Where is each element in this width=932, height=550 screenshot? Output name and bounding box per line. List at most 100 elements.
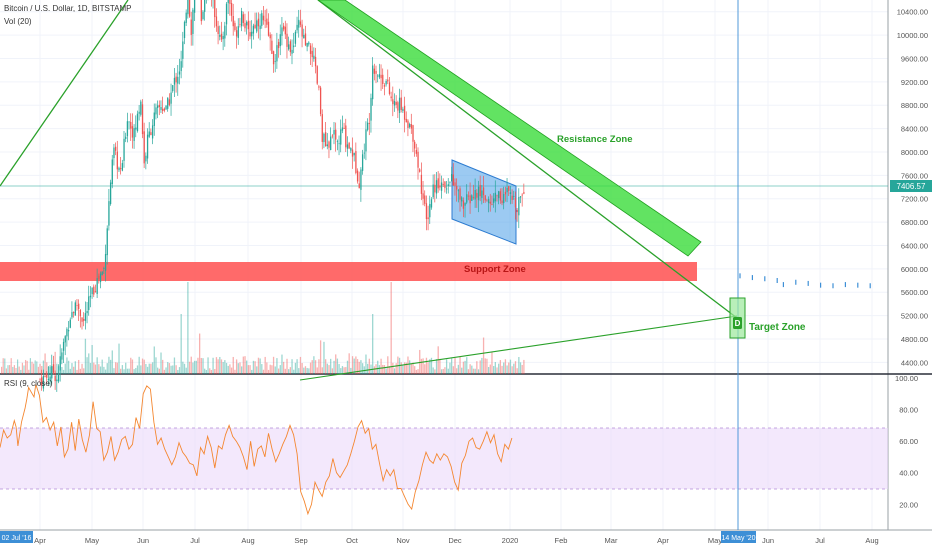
- candle-body: [387, 79, 389, 82]
- candle-body: [146, 134, 149, 159]
- rsi-tick-label: 100.00: [895, 374, 918, 383]
- volume-bar: [420, 358, 423, 374]
- resistance-zone[interactable]: [317, 0, 702, 257]
- volume-bar: [217, 359, 219, 374]
- volume-bar: [318, 359, 320, 374]
- volume-bar: [94, 364, 97, 374]
- candle-body: [49, 376, 51, 382]
- candle-body: [380, 74, 382, 79]
- volume-bar: [476, 361, 478, 374]
- volume-bar: [424, 364, 426, 374]
- candle-body: [288, 44, 290, 50]
- volume-bar: [39, 363, 41, 374]
- volume-bar: [316, 367, 318, 374]
- candle-body: [341, 127, 344, 131]
- volume-bar: [504, 359, 507, 374]
- start-date-badge: [0, 531, 33, 543]
- candle-body: [355, 151, 357, 174]
- volume-bar: [136, 365, 139, 374]
- candle-body: [440, 182, 443, 191]
- candle-body: [42, 375, 45, 389]
- volume-bar: [167, 362, 169, 374]
- current-price-label: 7406.57: [897, 182, 926, 191]
- volume-bar: [496, 367, 498, 374]
- candle-body: [143, 131, 145, 164]
- volume-bar: [178, 367, 181, 374]
- candle-body: [254, 24, 256, 29]
- volume-bar: [353, 358, 355, 374]
- volume-bar: [109, 359, 112, 374]
- volume-bar: [242, 356, 244, 374]
- candle-body: [331, 135, 334, 137]
- candle-body: [262, 15, 265, 21]
- volume-bar: [477, 369, 480, 374]
- price-axis[interactable]: 10400.00 10000.00 9600.00 9200.00 8800.00 840…: [897, 8, 928, 368]
- candle-body: [494, 192, 496, 202]
- candle-body: [242, 14, 244, 23]
- rsi-tick-label: 20.00: [899, 500, 918, 509]
- volume-bar: [64, 363, 66, 374]
- volume-bar: [467, 369, 470, 374]
- volume-bar: [34, 360, 36, 374]
- volume-bar: [150, 363, 152, 374]
- candle-body: [120, 168, 122, 169]
- candle-body: [64, 336, 66, 343]
- rsi-axis[interactable]: 100.00 80.00 60.00 40.00 20.00: [895, 374, 918, 509]
- candle-body: [482, 187, 485, 196]
- support-zone[interactable]: [0, 262, 697, 281]
- candle-body: [54, 375, 56, 382]
- volume-bar: [298, 368, 300, 374]
- time-tick-label: Aug: [865, 536, 878, 545]
- time-axis[interactable]: Apr May Jun Jul Aug Sep Oct Nov Dec 2020 Feb Mar Apr…: [34, 536, 879, 545]
- candle-body: [356, 170, 359, 182]
- volume-bar: [46, 362, 48, 374]
- volume-bar: [175, 365, 177, 374]
- candle-body: [294, 31, 297, 44]
- volume-bar: [259, 358, 261, 374]
- volume-bar: [449, 362, 451, 374]
- time-tick-label: Jul: [815, 536, 825, 545]
- support-zone-label: Support Zone: [464, 264, 526, 275]
- time-tick-label: Dec: [448, 536, 462, 545]
- start-date-label: 02 Jul '16: [2, 535, 32, 542]
- candle-body: [298, 19, 300, 28]
- volume-bar: [157, 367, 159, 374]
- volume-bar: [456, 368, 458, 374]
- time-tick-label: Nov: [396, 536, 410, 545]
- time-tick-label: 2020: [502, 536, 519, 545]
- support-trendline[interactable]: [0, 0, 129, 187]
- candle-body: [400, 97, 402, 110]
- candle-body: [151, 125, 154, 139]
- volume-bar: [410, 363, 412, 374]
- target-marker[interactable]: [733, 317, 742, 329]
- volume-bar: [126, 368, 129, 374]
- candle-body: [56, 379, 58, 382]
- candle-body: [518, 197, 520, 216]
- rising-trendline[interactable]: [299, 315, 738, 381]
- candle-body: [214, 0, 216, 18]
- candle-body: [103, 268, 105, 269]
- channel-box[interactable]: [451, 159, 517, 245]
- price-tick-label: 9200.00: [901, 78, 928, 87]
- descending-trendline[interactable]: [317, 0, 738, 319]
- candle-body: [306, 42, 308, 47]
- candle-body: [350, 147, 352, 151]
- candle-body: [78, 303, 80, 309]
- volume-bar: [96, 357, 98, 374]
- volume-bar: [521, 364, 523, 374]
- volume-bar: [78, 359, 80, 374]
- time-tick-label: Apr: [34, 536, 46, 545]
- volume-bar: [272, 356, 275, 374]
- volume-bar: [400, 362, 402, 374]
- volume-bar: [293, 369, 295, 374]
- volume-bar: [283, 361, 285, 374]
- candle-body: [59, 356, 61, 371]
- candle-body: [452, 174, 454, 186]
- time-tick-label: Sep: [294, 536, 307, 545]
- volume-bar: [451, 358, 453, 374]
- volume-bar: [29, 358, 31, 374]
- candle-body: [106, 228, 108, 256]
- candle-body: [52, 364, 55, 373]
- volume-bar: [104, 369, 107, 374]
